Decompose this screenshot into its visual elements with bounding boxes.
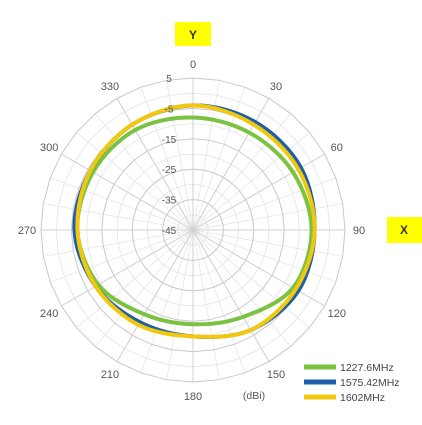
grid-spoke-major [192,229,325,307]
angle-tick-label: 120 [328,308,346,320]
series-layer [72,103,317,340]
angle-tick-label: 60 [331,142,343,154]
y-axis-tag-label: Y [189,28,197,42]
grid-spoke-major [61,153,194,231]
grid-spoke-major [192,98,270,231]
angle-tick-label: 240 [40,308,58,320]
x-axis-tag-bg [387,217,422,243]
x-axis-tag-label: X [400,223,408,237]
radial-tick-label: -25 [162,165,177,176]
series-line-1227-6mhz [75,115,314,327]
radial-tick-label: 5 [166,74,172,85]
radial-tick-label: -45 [162,226,177,237]
angle-tick-label: 210 [101,369,119,381]
y-axis-tag: Y [175,22,211,46]
unit-label: (dBi) [243,390,265,402]
x-axis-tag: X [387,217,422,243]
series-line-1602mhz [75,103,317,339]
legend-label: 1575.42MHz [340,377,400,389]
angle-tick-label: 180 [184,391,202,403]
angle-tick-label: 90 [353,225,365,237]
radial-tick-label: -5 [165,104,174,115]
radial-tick-label: -15 [162,135,177,146]
angle-tick-label: 0 [190,59,196,71]
legend-label: 1602MHz [340,392,385,404]
polar-grid [40,77,346,383]
radial-tick-label: -35 [162,196,177,207]
grid-spoke-major [192,229,270,362]
tick-labels: 0 30 60 90 120 150 180 210 240 270 300 330 5 -5 -15 -25… [18,59,365,403]
legend-label: 1227.6MHz [340,362,394,374]
angle-tick-label: 330 [101,81,119,93]
angle-tick-label: 150 [267,369,285,381]
y-axis-tag-bg [175,22,211,46]
grid-spoke-major [116,229,194,362]
angle-tick-label: 30 [270,81,282,93]
angle-tick-label: 270 [18,225,36,237]
grid-spoke-major [192,153,325,231]
angle-tick-label: 300 [40,142,58,154]
grid-spoke-major [61,229,194,307]
legend: 1227.6MHz 1575.42MHz 1602MHz [304,362,400,404]
grid-spoke-major [116,98,194,231]
